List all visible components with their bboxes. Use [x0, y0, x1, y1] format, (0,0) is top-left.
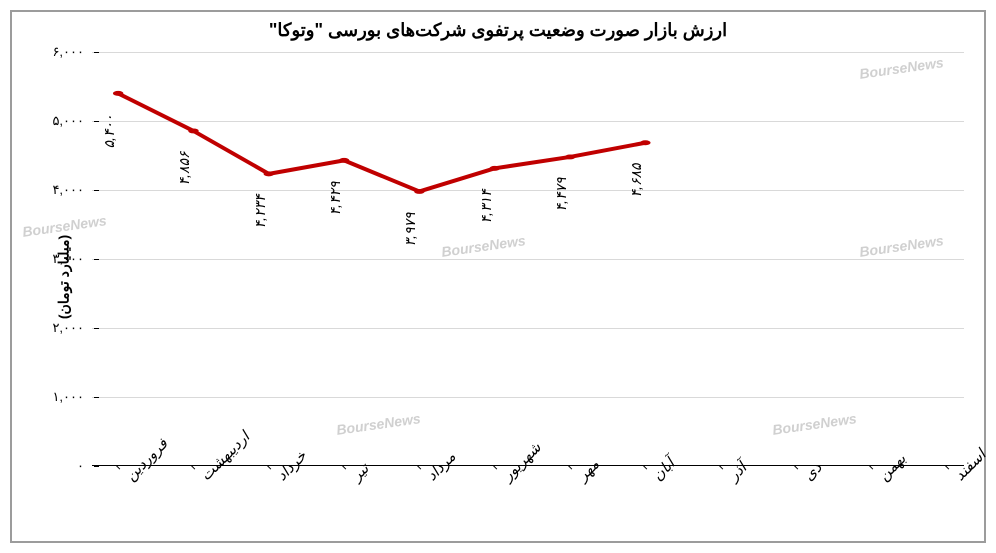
- line-chart-svg: [92, 52, 964, 466]
- y-axis-label: (میلیارد تومان): [56, 234, 73, 318]
- data-value-label: ۵,۴۰۰: [101, 114, 118, 148]
- x-axis-line: [92, 465, 964, 466]
- data-marker: [414, 189, 424, 194]
- y-tick-label: ۱,۰۰۰: [52, 389, 92, 405]
- data-marker: [188, 128, 198, 133]
- y-tick-label: ۵,۰۰۰: [52, 113, 92, 129]
- y-tick-label: ۰: [77, 458, 92, 474]
- data-value-label: ۳,۹۷۹: [402, 212, 419, 246]
- data-marker: [640, 140, 650, 145]
- y-tick-label: ۳,۰۰۰: [52, 251, 92, 267]
- data-value-label: ۴,۴۷۹: [553, 178, 570, 212]
- y-tick-label: ۶,۰۰۰: [52, 44, 92, 60]
- data-value-label: ۴,۸۵۶: [176, 152, 193, 186]
- data-value-label: ۴,۲۳۴: [252, 195, 269, 229]
- chart-container: ارزش بازار صورت وضعیت پرتفوی شرکت‌های بو…: [10, 10, 986, 543]
- data-value-label: ۴,۶۸۵: [628, 164, 645, 198]
- data-value-label: ۴,۳۱۴: [478, 189, 495, 223]
- chart-title: ارزش بازار صورت وضعیت پرتفوی شرکت‌های بو…: [12, 12, 984, 45]
- data-marker: [264, 171, 274, 176]
- data-marker: [339, 158, 349, 163]
- data-marker: [489, 166, 499, 171]
- data-marker: [565, 154, 575, 159]
- data-marker: [113, 91, 123, 96]
- plot-area: BourseNews BourseNews BourseNews BourseN…: [92, 52, 964, 466]
- y-tick-label: ۲,۰۰۰: [52, 320, 92, 336]
- y-tick-label: ۴,۰۰۰: [52, 182, 92, 198]
- data-value-label: ۴,۴۲۹: [327, 181, 344, 215]
